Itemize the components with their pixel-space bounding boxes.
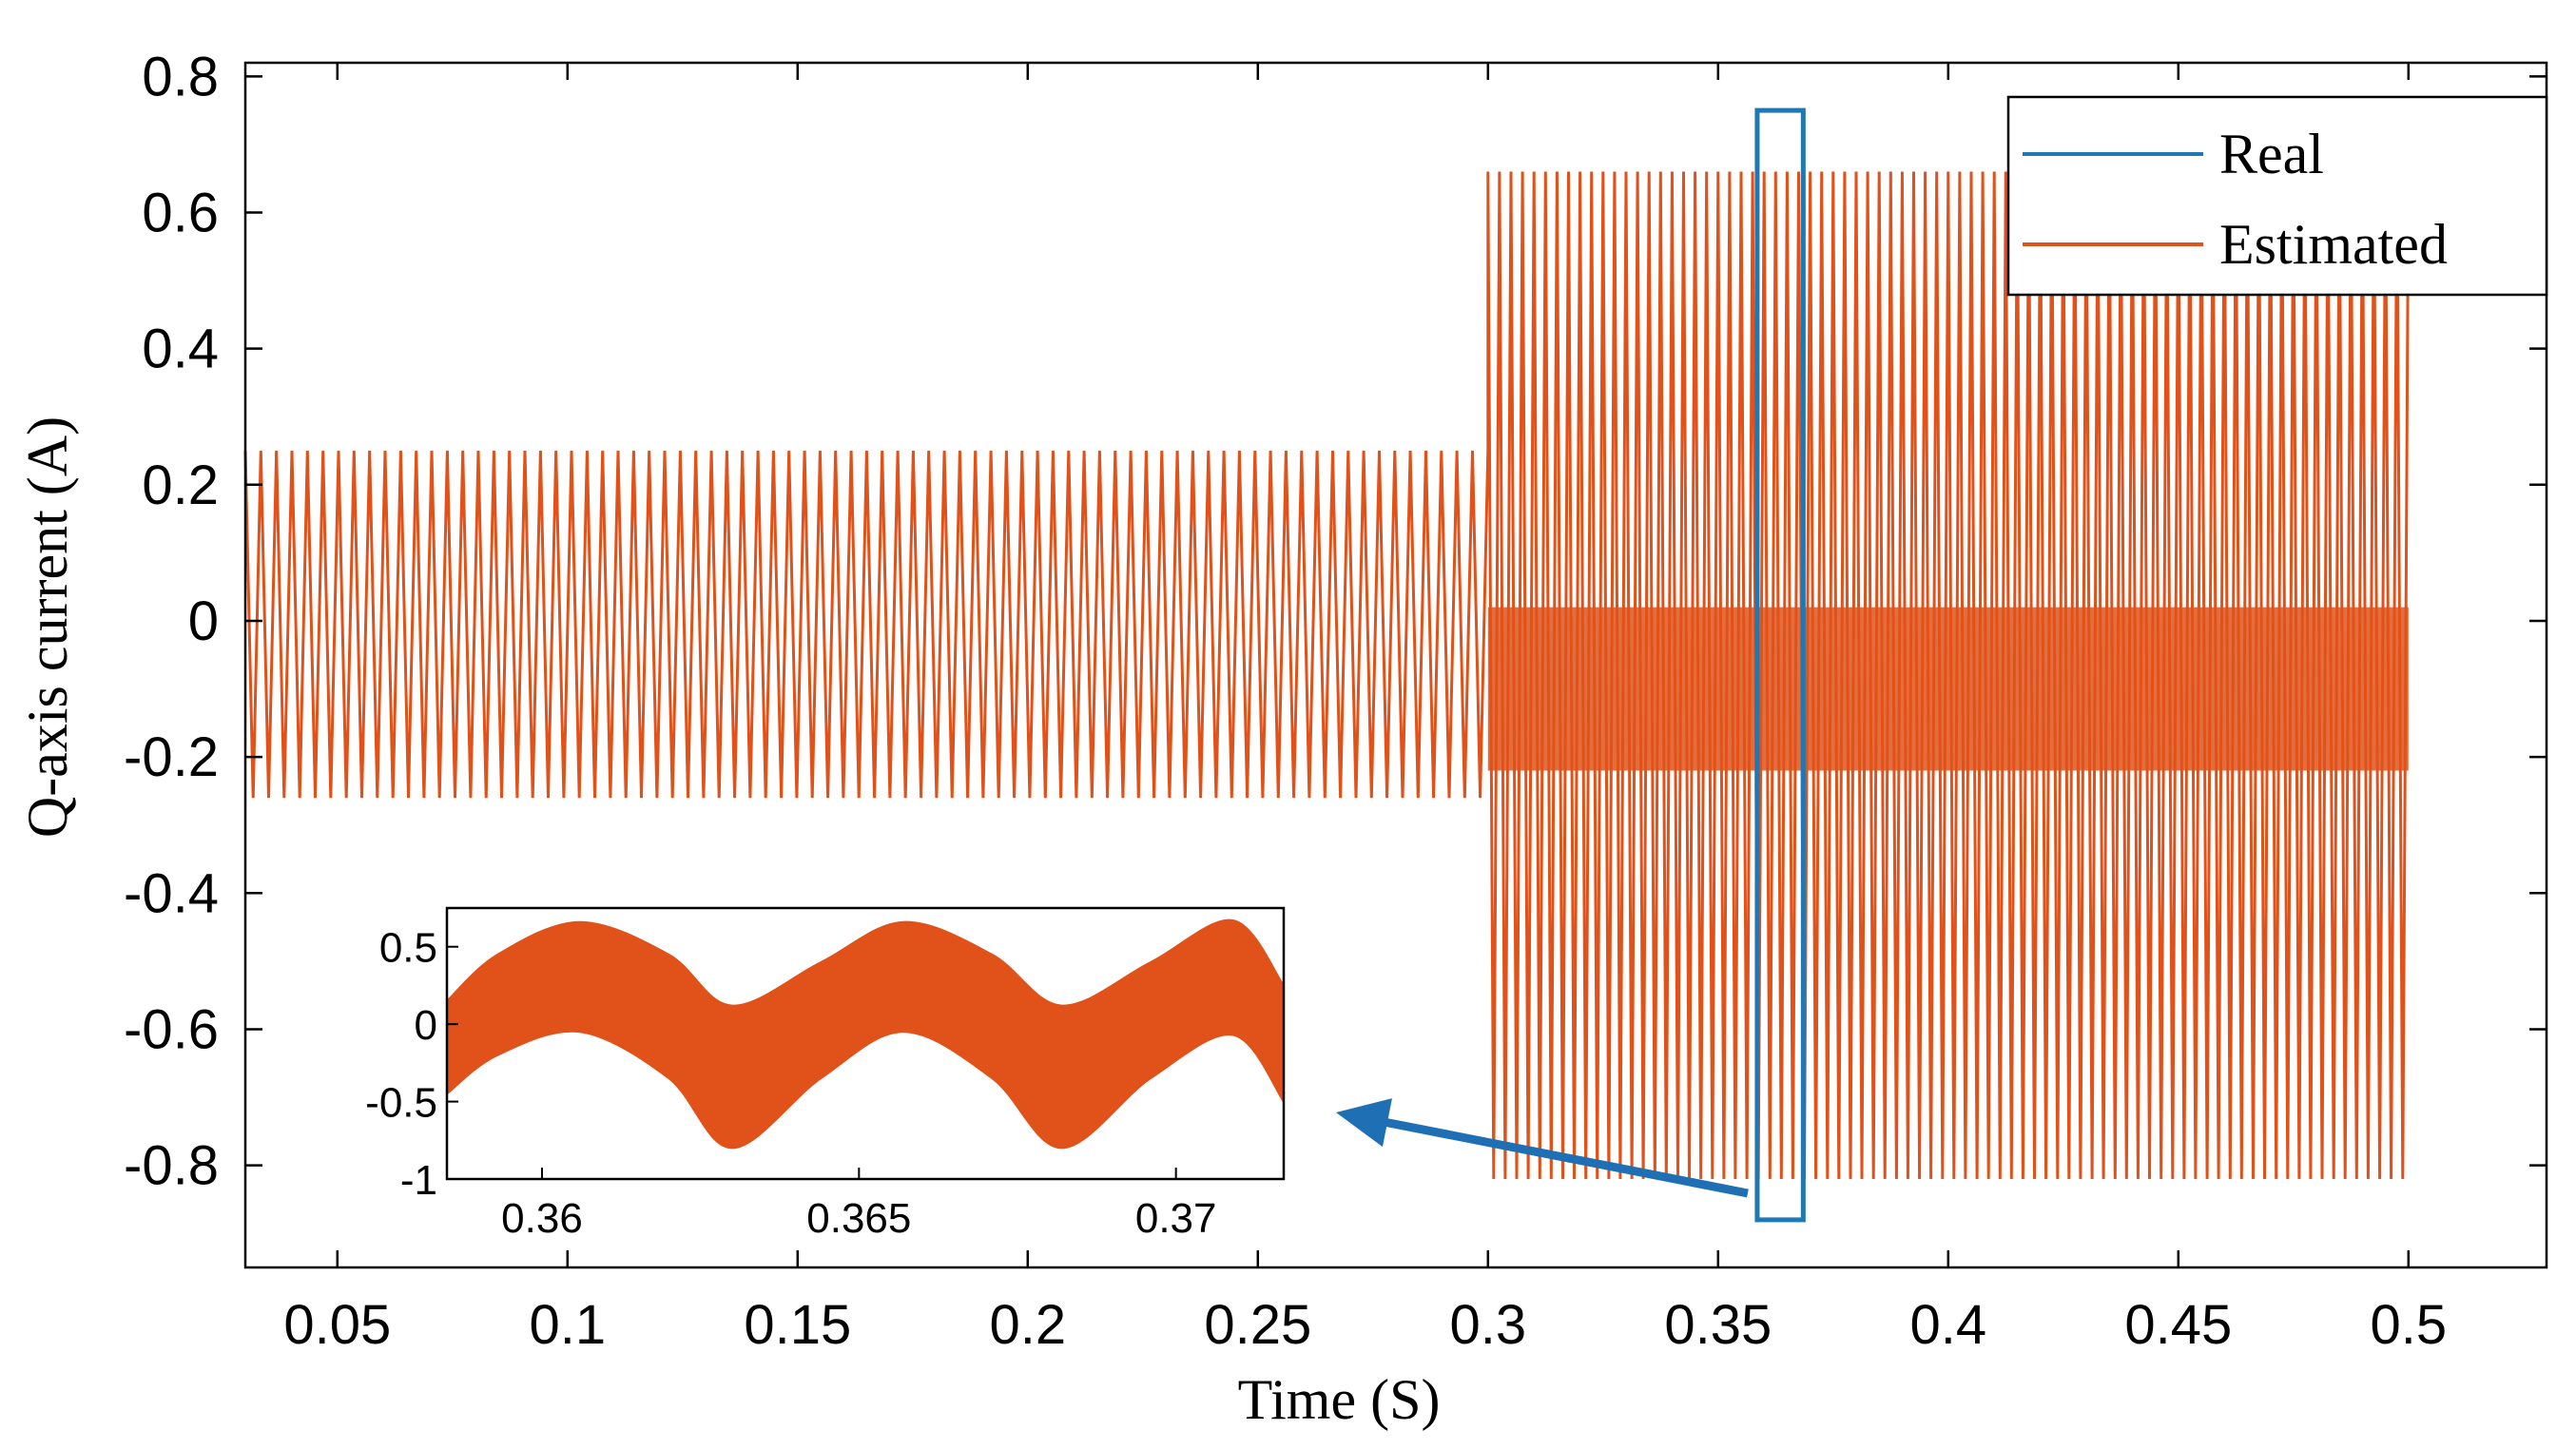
y-tick-label: 0.6 [142, 182, 219, 243]
inset-x-tick-label: 0.36 [501, 1195, 583, 1242]
y-tick-label: 0.2 [142, 454, 219, 516]
x-tick-label: 0.35 [1664, 1294, 1772, 1356]
inset-frame [445, 906, 1286, 1181]
x-axis-label: Time (S) [1238, 1368, 1441, 1431]
inset-x-tick-label: 0.365 [806, 1195, 911, 1242]
inset-x-tick-label: 0.37 [1135, 1195, 1217, 1242]
inset-y-tick-label: 0.5 [379, 925, 437, 972]
plot-frame [243, 61, 2548, 1269]
inset-plot: 0.36 0.365 0.37 0.5 0 -0.5 -1 [365, 906, 1749, 1242]
x-tick-label: 0.4 [1909, 1294, 1986, 1356]
legend: Real Estimated [2006, 95, 2548, 297]
y-tick-label: -0.4 [124, 862, 219, 924]
y-tick-label: -0.6 [124, 998, 219, 1060]
main-plot: 0.05 0.1 0.15 0.2 0.25 0.3 0.35 0.4 0.45 0.5 0.8 0.… [16, 46, 2548, 1431]
zoom-arrow-head [1336, 1098, 1392, 1148]
y-tick-label: 0 [188, 590, 219, 652]
inset-y-tick-label: -1 [400, 1157, 437, 1204]
y-tick-label: -0.8 [124, 1135, 219, 1197]
y-tick-label: -0.2 [124, 726, 219, 788]
x-tick-label: 0.5 [2370, 1294, 2447, 1356]
legend-label-real: Real [2219, 123, 2324, 185]
legend-box [2006, 95, 2548, 297]
y-tick-label: 0.8 [142, 46, 219, 107]
inset-y-tick-label: -0.5 [365, 1080, 437, 1127]
x-tick-label: 0.3 [1449, 1294, 1526, 1356]
zoom-highlight-box [1754, 107, 1806, 1223]
estimated-dense-band [1487, 607, 2409, 771]
y-axis-label: Q-axis current (A) [16, 416, 79, 838]
zoom-arrow-shaft [1364, 1113, 1749, 1198]
inset-band [446, 918, 1285, 1150]
y-tick-label: 0.4 [142, 319, 219, 380]
x-tick-label: 0.05 [283, 1294, 391, 1356]
x-tick-label: 0.1 [529, 1294, 606, 1356]
x-tick-label: 0.45 [2124, 1294, 2232, 1356]
x-tick-label: 0.15 [744, 1294, 851, 1356]
x-tick-label: 0.25 [1204, 1294, 1311, 1356]
legend-label-estimated: Estimated [2219, 213, 2448, 276]
x-tick-label: 0.2 [989, 1294, 1066, 1356]
inset-y-tick-label: 0 [415, 1002, 437, 1049]
